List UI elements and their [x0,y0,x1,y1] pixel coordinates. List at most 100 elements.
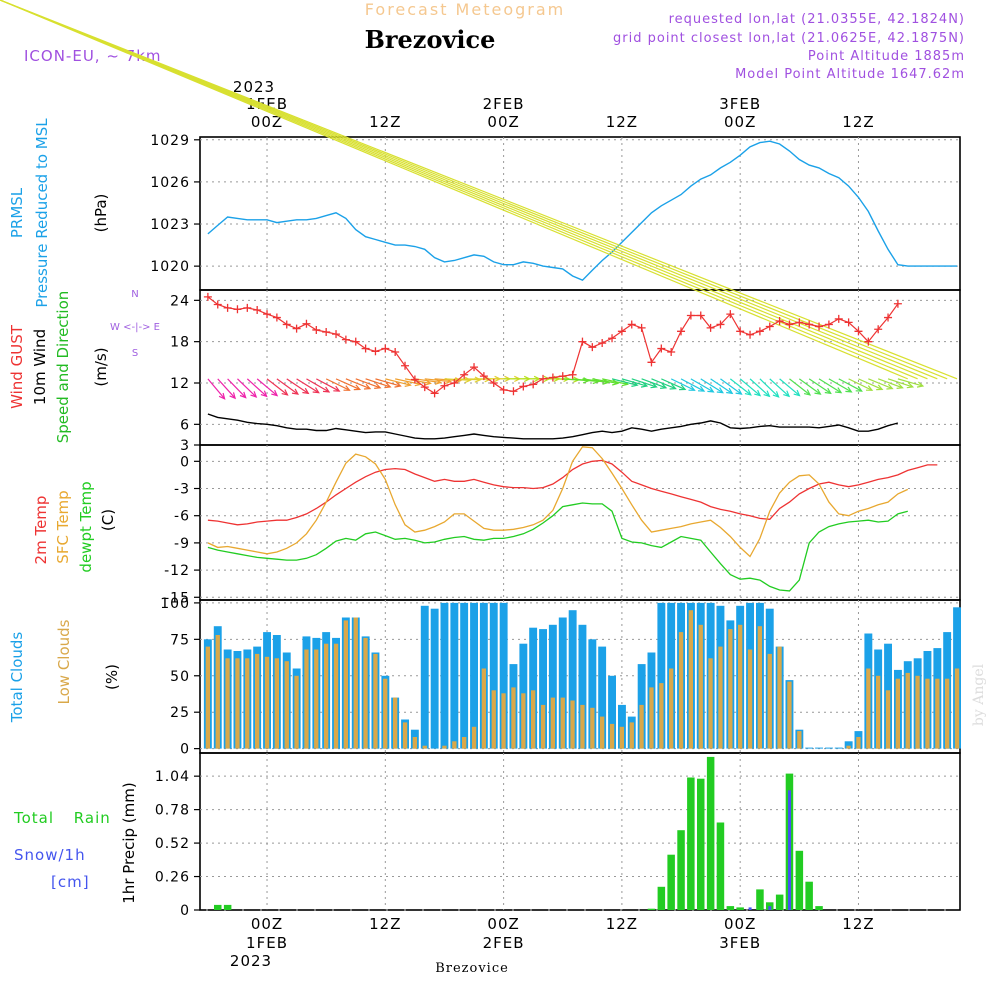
rain-bar [223,904,232,910]
low-clouds-bar [363,637,368,749]
rain-bar [815,906,823,910]
rain-bar [775,894,784,910]
wind-arrow [325,378,350,391]
rain-bar [736,907,744,910]
low-clouds-bar [333,643,339,749]
low-clouds-bar [442,745,447,749]
gust-marker [746,330,755,339]
y-tick-label: -12 [164,563,190,579]
low-clouds-bar [609,723,615,749]
top-date-label: 2FEB [483,95,525,113]
low-clouds-bar [531,690,536,749]
wind-arrow [335,378,361,390]
wind-arrow-head [302,387,310,395]
gust-marker [568,370,577,379]
wind-arrow-head [363,383,372,390]
gust-marker [203,292,212,301]
low-clouds-bar [718,646,723,749]
wind-arrow [0,0,948,380]
wind-arrow [276,378,299,395]
low-clouds-bar [935,678,940,749]
low-clouds-bar [481,668,486,749]
low-clouds-bar [383,678,388,749]
low-clouds-bar [698,624,703,749]
wind-arrow-head [783,390,791,398]
wind-arrow [838,378,862,392]
wind-arrow-head [312,387,320,394]
wind-arrow [868,378,893,390]
low-clouds-bar [491,690,496,749]
total-clouds-bar [578,624,587,749]
y-tick-label: 0.26 [155,870,190,886]
top-date-label: 1FEB [246,95,288,113]
gust-marker [243,303,252,312]
wind-arrow [266,378,288,396]
wind-arrow-head [744,389,752,396]
total-clouds-bar [834,747,843,749]
gust-marker [765,322,774,331]
rain-bar [795,850,804,910]
low-clouds-bar [885,690,891,749]
wind-arrow-head [707,386,715,393]
wind-arrow-head [697,385,706,392]
gust-marker [460,370,469,379]
snow-bar [768,906,772,910]
rain-bar [214,904,222,910]
gust-marker [272,313,281,322]
temp-unit-label: (C) [99,509,117,531]
low-clouds-bar [274,658,279,749]
y-tick-label: 0 [180,742,190,758]
wind-arrow-head [726,387,734,395]
rain-bar [697,778,705,910]
wind-arrow-head [716,387,724,394]
bottom-hour-label: 12Z [842,915,874,933]
wind-arrow [661,378,686,390]
y-tick-label: 100 [160,596,190,612]
gust-marker [716,320,725,329]
gust-marker [282,320,291,329]
sfc-temp-label: SFC Temp [54,490,72,563]
gust-marker [450,379,459,387]
total-clouds-bar [430,608,439,749]
low-clouds-bar [649,687,654,749]
gridpoint-info: grid point closest lon,lat (21.0625E, 42… [613,31,965,46]
rain-bar [805,881,813,910]
wind-arrow [217,378,236,399]
wind-arrow [848,378,873,391]
gust-marker [470,363,479,372]
y-tick-label: 75 [170,632,190,648]
requested-point: requested lon,lat (21.0355E, 42.1824N) [669,12,965,27]
total-clouds-label: Total Clouds [8,632,26,724]
total-clouds-bar [608,675,616,749]
wind-arrow [769,378,790,397]
wind-arrow-head [916,381,925,388]
wind-arrow [296,378,319,394]
y-tick-label: -3 [174,482,190,498]
pressure-line [207,140,957,282]
wind-arrow-head [384,382,392,389]
wind-speed-line [207,413,899,440]
wind-arrow [424,378,451,383]
top-hour-label: 12Z [842,113,874,131]
low-clouds-bar [590,707,595,749]
wind-arrow [897,378,924,387]
snow-unit-label: [cm] [51,873,90,891]
gust-marker [893,299,902,308]
wind-arrow [0,0,918,380]
precip-ylabels: Total Rain Snow/1h [cm] 1hr Precip (mm) [13,782,138,903]
dewpt-line [207,502,908,592]
wind-arrow [385,378,411,386]
low-clouds-bar [767,653,772,749]
low-clouds-bar [343,620,348,749]
compass-n: N [131,289,138,300]
wind-arrow [572,378,599,383]
low-clouds-bar [580,704,585,749]
wind-arrow [592,378,619,384]
wind-arrow [434,378,461,382]
gust-marker [795,318,804,327]
low-clouds-bar [876,675,881,749]
wind-arrow-head [271,389,279,397]
wind-arrow-head [322,386,331,393]
wind-arrow-head [679,384,687,391]
